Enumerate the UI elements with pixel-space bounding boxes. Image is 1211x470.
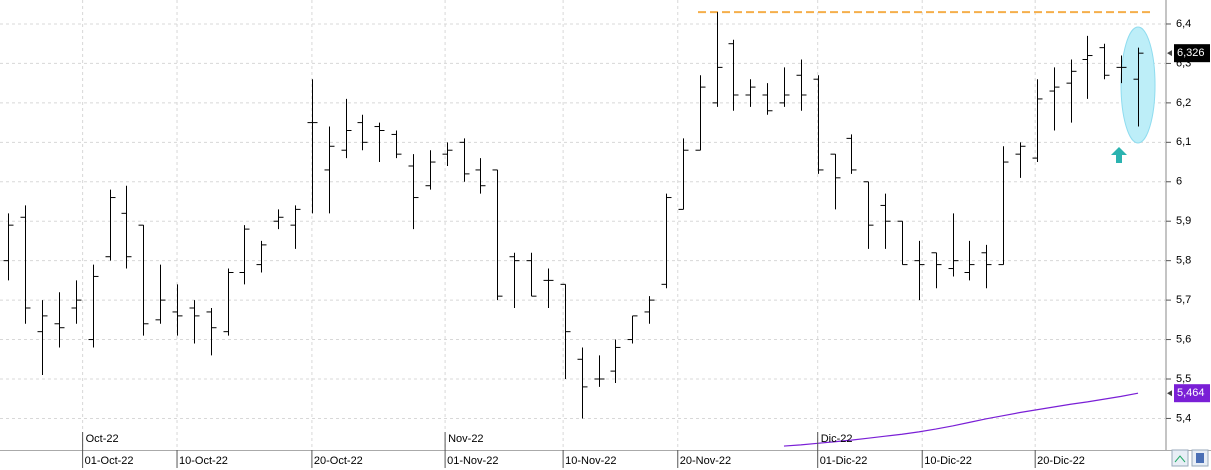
y-tick-label: 5,4 bbox=[1176, 412, 1191, 424]
y-tick-label: 5,6 bbox=[1176, 333, 1191, 345]
y-tick-label: 5,8 bbox=[1176, 255, 1191, 267]
y-tick-label: 5,5 bbox=[1176, 373, 1191, 385]
arrow bbox=[1111, 147, 1127, 163]
month-label: Oct-22 bbox=[86, 433, 119, 445]
save-icon bbox=[1196, 453, 1204, 463]
zoom-button[interactable] bbox=[1171, 449, 1189, 467]
x-tick-label: 20-Oct-22 bbox=[314, 455, 363, 467]
last-price-box bbox=[1174, 44, 1210, 63]
plot bbox=[0, 0, 1165, 450]
zoom-icon bbox=[1174, 455, 1186, 463]
month-label: Nov-22 bbox=[448, 433, 483, 445]
y-tick-label: 6 bbox=[1176, 176, 1182, 188]
x-tick-label: 10-Nov-22 bbox=[565, 455, 616, 467]
x-tick-label: 20-Dic-22 bbox=[1037, 455, 1085, 467]
last-price-pointer bbox=[1167, 50, 1172, 57]
y-tick-label: 6,3 bbox=[1176, 57, 1191, 69]
x-tick-label: 01-Nov-22 bbox=[447, 455, 498, 467]
y-tick-label: 5,9 bbox=[1176, 215, 1191, 227]
x-tick-label: 01-Dic-22 bbox=[820, 455, 868, 467]
x-tick-label: 10-Oct-22 bbox=[179, 455, 228, 467]
month-label: Dic-22 bbox=[821, 433, 853, 445]
x-tick-label: 01-Oct-22 bbox=[85, 455, 134, 467]
y-tick-label: 5,7 bbox=[1176, 294, 1191, 306]
moving-average bbox=[783, 392, 1139, 447]
x-tick-label: 20-Nov-22 bbox=[680, 455, 731, 467]
y-tick-label: 6,4 bbox=[1176, 18, 1191, 30]
ma-last-label: 5,464 bbox=[1177, 387, 1205, 399]
last-price-label: 6,326 bbox=[1177, 47, 1205, 59]
ma-last-pointer bbox=[1167, 390, 1172, 397]
ma-last-box bbox=[1174, 384, 1210, 403]
x-tick-label: 10-Dic-22 bbox=[924, 455, 972, 467]
y-tick-label: 6,1 bbox=[1176, 136, 1191, 148]
y-tick-label: 6,2 bbox=[1176, 97, 1191, 109]
